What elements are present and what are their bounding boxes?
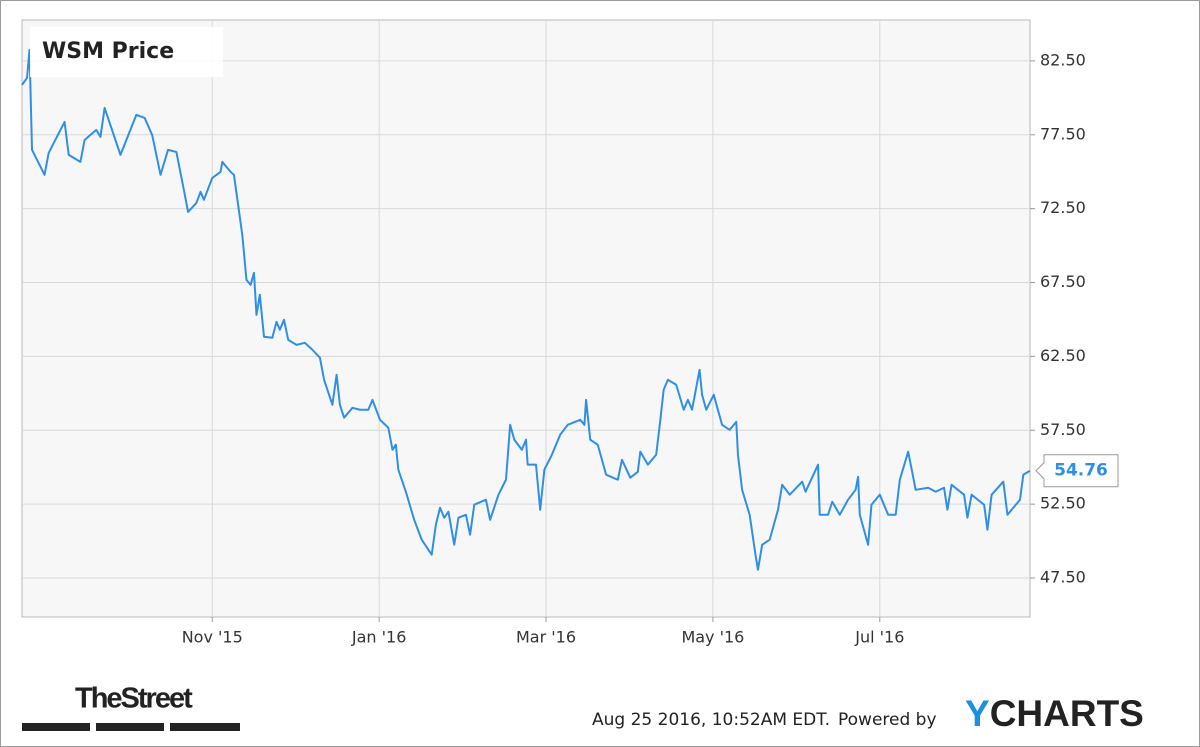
y-tick-label: 82.50 xyxy=(1040,50,1086,69)
plot-area xyxy=(21,19,1031,618)
title-box xyxy=(30,27,223,77)
logo-bar xyxy=(170,723,240,731)
powered-by: Powered by xyxy=(838,710,937,730)
x-tick-label: Nov '15 xyxy=(182,628,243,647)
y-tick-label: 72.50 xyxy=(1040,198,1086,217)
x-tick-label: Mar '16 xyxy=(516,628,576,647)
x-tick-label: Jan '16 xyxy=(351,628,407,647)
x-tick-label: May '16 xyxy=(681,628,744,647)
y-tick-label: 77.50 xyxy=(1040,124,1086,143)
brand-logo: YCHARTS xyxy=(965,693,1144,734)
last-value-label: 54.76 xyxy=(1054,461,1108,481)
price-line xyxy=(21,48,1031,571)
y-tick-label: 47.50 xyxy=(1040,567,1086,586)
y-tick-label: 67.50 xyxy=(1040,272,1086,291)
publisher-logo: TheStreet xyxy=(75,683,193,715)
y-tick-label: 52.50 xyxy=(1040,494,1086,513)
value-badge xyxy=(1035,454,1119,488)
y-tick-label: 57.50 xyxy=(1040,420,1086,439)
y-tick-label: 62.50 xyxy=(1040,346,1086,365)
logo-bar xyxy=(96,723,164,731)
x-tick-label: Jul '16 xyxy=(854,628,904,647)
chart-title: WSM Price xyxy=(42,39,174,64)
logo-bar xyxy=(22,723,90,731)
timestamp: Aug 25 2016, 10:52AM EDT. xyxy=(592,710,830,730)
